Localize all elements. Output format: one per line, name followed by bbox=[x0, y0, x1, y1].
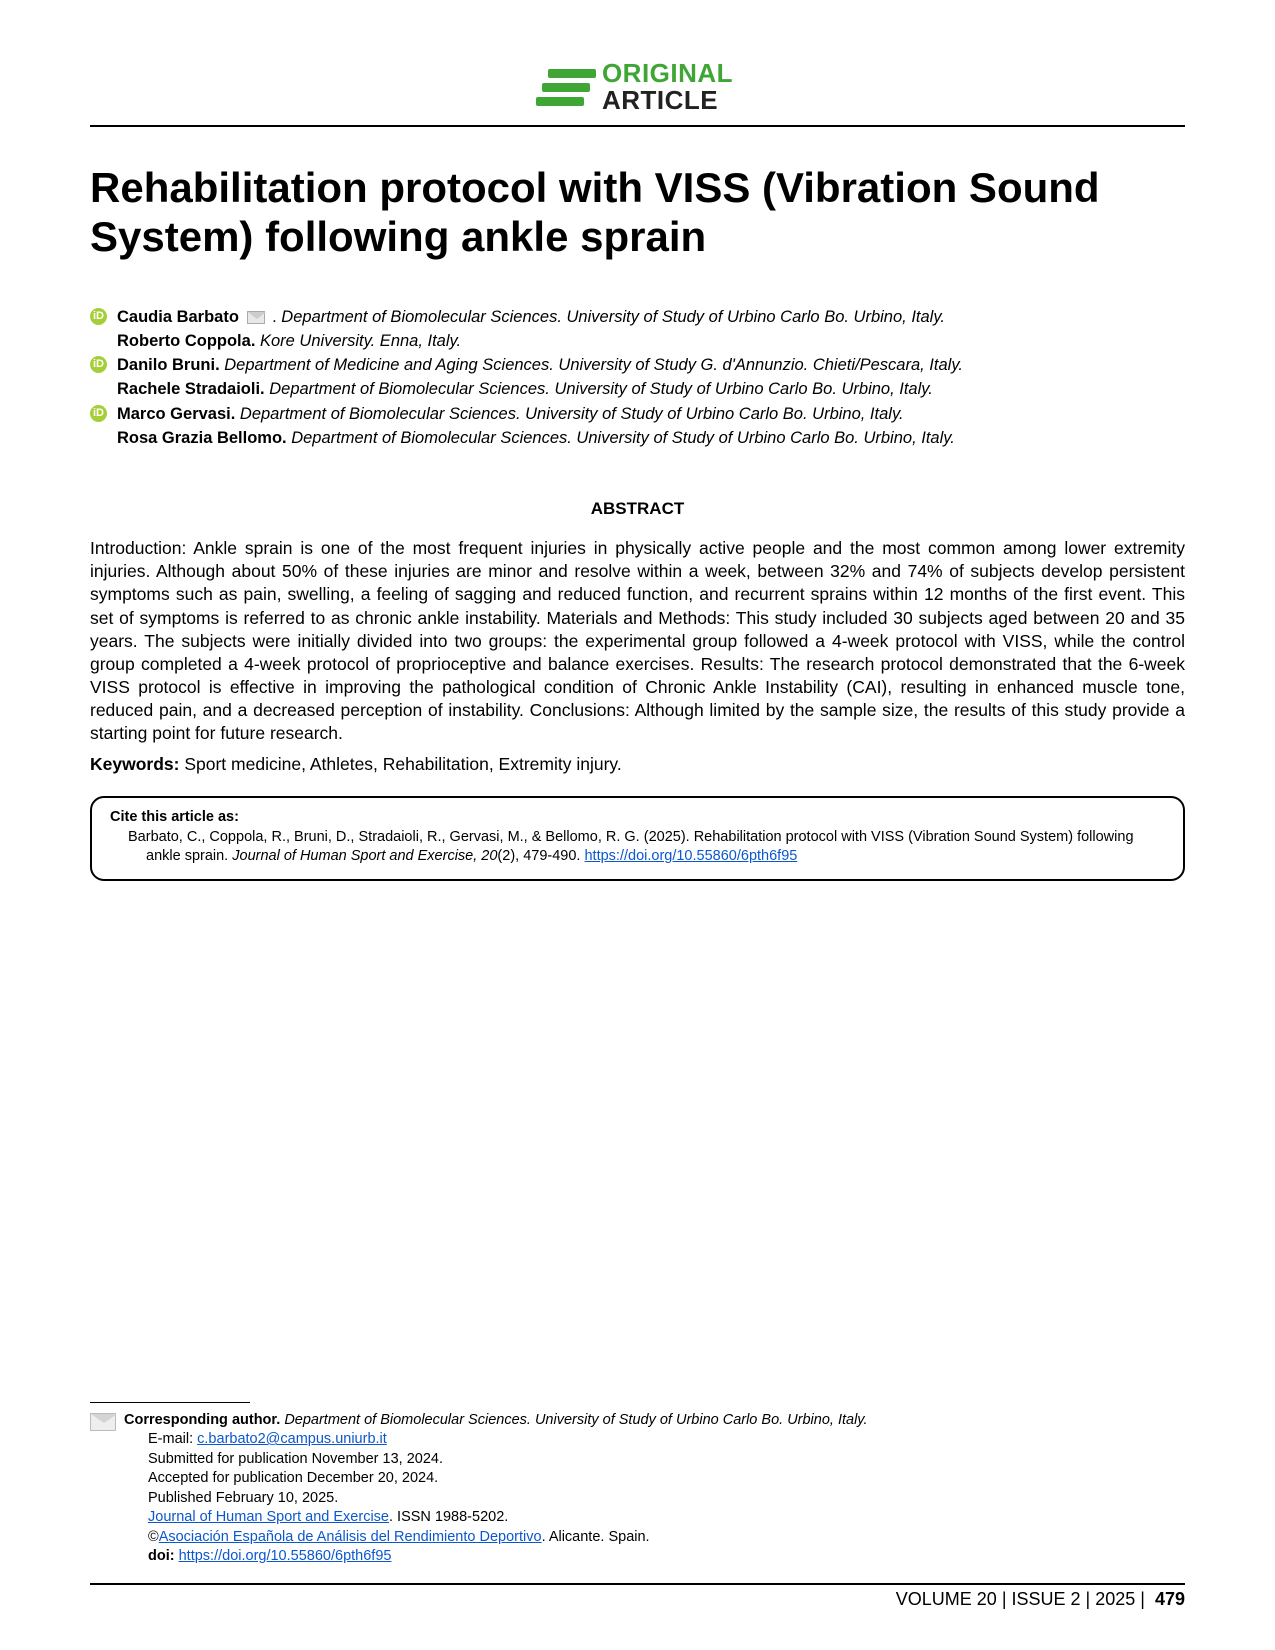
accepted-line: Accepted for publication December 20, 20… bbox=[148, 1469, 868, 1489]
cite-heading: Cite this article as: bbox=[110, 808, 1165, 828]
doi-link[interactable]: https://doi.org/10.55860/6pth6f95 bbox=[179, 1548, 392, 1564]
keywords-label: Keywords: bbox=[90, 754, 184, 774]
orcid-icon[interactable]: iD bbox=[90, 356, 107, 373]
journal-line: Journal of Human Sport and Exercise. ISS… bbox=[148, 1508, 868, 1528]
author-text: Marco Gervasi. Department of Biomolecula… bbox=[117, 403, 904, 425]
keywords-line: Keywords: Sport medicine, Athletes, Reha… bbox=[90, 753, 1185, 776]
citation-box: Cite this article as: Barbato, C., Coppo… bbox=[90, 796, 1185, 881]
corresponding-line: Corresponding author. Department of Biom… bbox=[124, 1411, 868, 1431]
logo-line1: ORIGINAL bbox=[602, 60, 733, 87]
footer-block: Corresponding author. Department of Biom… bbox=[90, 1402, 1185, 1611]
association-line: ©Asociación Española de Análisis del Ren… bbox=[148, 1528, 868, 1548]
author-text: Danilo Bruni. Department of Medicine and… bbox=[117, 354, 963, 376]
author-affiliation: Department of Biomolecular Sciences. Uni… bbox=[281, 308, 945, 326]
abstract-heading: ABSTRACT bbox=[90, 499, 1185, 519]
mail-icon bbox=[90, 1413, 116, 1431]
author-name: Caudia Barbato bbox=[117, 308, 244, 326]
article-type-logo: ORIGINAL ARTICLE bbox=[90, 60, 1185, 115]
author-name: Roberto Coppola. bbox=[117, 332, 260, 350]
author-affiliation: Department of Medicine and Aging Science… bbox=[224, 356, 963, 374]
corresponding-email-link[interactable]: c.barbato2@campus.uniurb.it bbox=[197, 1431, 387, 1447]
author-affiliation: Kore University. Enna, Italy. bbox=[260, 332, 461, 350]
header-rule bbox=[90, 125, 1185, 127]
author-text: Roberto Coppola. Kore University. Enna, … bbox=[117, 330, 461, 352]
footnote-rule bbox=[90, 1402, 250, 1403]
email-line: E-mail: c.barbato2@campus.uniurb.it bbox=[148, 1430, 868, 1450]
journal-link[interactable]: Journal of Human Sport and Exercise bbox=[148, 1509, 389, 1525]
author-name: Rachele Stradaioli. bbox=[117, 380, 269, 398]
author-text: Rachele Stradaioli. Department of Biomol… bbox=[117, 378, 933, 400]
doi-line: doi: https://doi.org/10.55860/6pth6f95 bbox=[148, 1547, 868, 1567]
mail-icon bbox=[247, 311, 265, 324]
keywords-text: Sport medicine, Athletes, Rehabilitation… bbox=[184, 754, 621, 774]
author-affiliation: Department of Biomolecular Sciences. Uni… bbox=[291, 429, 955, 447]
orcid-icon bbox=[90, 380, 107, 397]
author-row: iD Marco Gervasi. Department of Biomolecu… bbox=[90, 403, 1185, 425]
cite-doi-link[interactable]: https://doi.org/10.55860/6pth6f95 bbox=[584, 848, 797, 864]
orcid-icon bbox=[90, 429, 107, 446]
author-row: Rosa Grazia Bellomo. Department of Biomo… bbox=[90, 427, 1185, 449]
logo-line2: ARTICLE bbox=[602, 87, 733, 114]
author-affiliation: Department of Biomolecular Sciences. Uni… bbox=[240, 405, 904, 423]
author-name: Rosa Grazia Bellomo. bbox=[117, 429, 291, 447]
author-name: Danilo Bruni. bbox=[117, 356, 224, 374]
cite-text: Barbato, C., Coppola, R., Bruni, D., Str… bbox=[128, 828, 1165, 867]
author-row: Rachele Stradaioli. Department of Biomol… bbox=[90, 378, 1185, 400]
page-footer: VOLUME 20 | ISSUE 2 | 2025 | 479 bbox=[90, 1589, 1185, 1610]
author-name: Marco Gervasi. bbox=[117, 405, 240, 423]
author-affiliation: Department of Biomolecular Sciences. Uni… bbox=[269, 380, 933, 398]
orcid-icon bbox=[90, 332, 107, 349]
submitted-line: Submitted for publication November 13, 2… bbox=[148, 1450, 868, 1470]
logo-bars-icon bbox=[542, 69, 590, 106]
author-text: Caudia Barbato . Department of Biomolecu… bbox=[117, 306, 945, 328]
author-row: Roberto Coppola. Kore University. Enna, … bbox=[90, 330, 1185, 352]
authors-list: iD Caudia Barbato . Department of Biomole… bbox=[90, 306, 1185, 450]
orcid-icon[interactable]: iD bbox=[90, 308, 107, 325]
published-line: Published February 10, 2025. bbox=[148, 1489, 868, 1509]
author-row: iD Caudia Barbato . Department of Biomole… bbox=[90, 306, 1185, 328]
orcid-icon[interactable]: iD bbox=[90, 405, 107, 422]
association-link[interactable]: Asociación Española de Análisis del Rend… bbox=[159, 1529, 542, 1545]
article-title: Rehabilitation protocol with VISS (Vibra… bbox=[90, 163, 1185, 262]
abstract-text: Introduction: Ankle sprain is one of the… bbox=[90, 537, 1185, 745]
page-footer-rule bbox=[90, 1583, 1185, 1585]
author-text: Rosa Grazia Bellomo. Department of Biomo… bbox=[117, 427, 955, 449]
author-row: iD Danilo Bruni. Department of Medicine a… bbox=[90, 354, 1185, 376]
